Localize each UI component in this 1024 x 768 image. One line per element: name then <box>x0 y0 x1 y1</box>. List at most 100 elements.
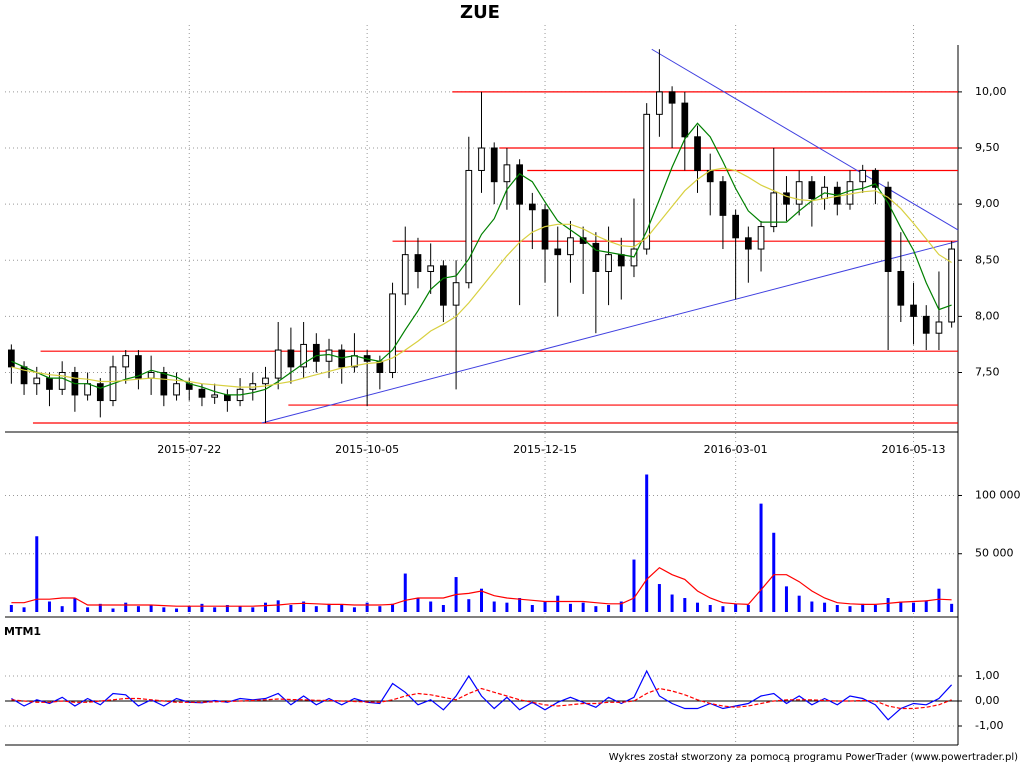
candle-body <box>732 214 739 239</box>
bar <box>47 601 51 612</box>
bar <box>60 606 64 612</box>
candle-body <box>211 394 219 398</box>
bar <box>136 606 140 612</box>
candle-body <box>198 388 206 398</box>
candle-body <box>389 293 396 373</box>
bar <box>823 602 827 612</box>
bar <box>302 601 306 612</box>
bar <box>810 601 814 612</box>
bar <box>352 607 356 612</box>
bar <box>886 598 890 612</box>
bar <box>35 536 39 612</box>
bar <box>276 600 280 612</box>
candle-body <box>287 349 295 368</box>
candle-body <box>681 102 689 138</box>
bar <box>9 605 13 612</box>
candle-body <box>592 242 600 272</box>
bar <box>327 603 331 612</box>
bar <box>340 605 344 612</box>
bar <box>759 503 763 612</box>
bar <box>378 606 382 612</box>
bar <box>22 607 26 612</box>
candle-body <box>122 355 130 368</box>
candle-body <box>274 349 282 379</box>
bar <box>632 559 636 612</box>
bar <box>238 606 242 612</box>
candle-body <box>490 147 498 183</box>
x-tick-label: 2015-10-05 <box>335 443 399 456</box>
bar <box>734 603 738 612</box>
bar <box>683 598 687 612</box>
panel-title: MTM1 <box>4 625 41 638</box>
candle-body <box>173 383 180 396</box>
bar <box>200 603 204 612</box>
candle-body <box>147 371 155 379</box>
bar <box>924 600 928 612</box>
bar <box>797 595 801 612</box>
line-series <box>11 669 953 721</box>
candle-body <box>503 164 511 183</box>
bar <box>518 598 522 612</box>
bar <box>848 606 852 612</box>
candle-body <box>312 343 320 362</box>
bar <box>594 606 598 612</box>
bar <box>772 532 776 612</box>
candle-body <box>96 383 104 402</box>
bar <box>467 599 471 612</box>
bar <box>111 608 115 612</box>
footer: Wykres został stworzony za pomocą progra… <box>609 752 1018 763</box>
bar <box>98 603 102 612</box>
candle-body <box>300 343 307 368</box>
bar <box>314 606 318 612</box>
bar <box>607 605 611 612</box>
y-tick-label: 1,00 <box>975 669 1000 682</box>
bar <box>708 605 712 612</box>
bar <box>429 601 433 612</box>
candle-body <box>427 265 435 272</box>
bar <box>162 607 166 612</box>
candle-body <box>541 209 549 250</box>
candle-body <box>897 270 905 306</box>
candle-body <box>224 394 231 402</box>
y-tick-label: 8,00 <box>975 309 1000 322</box>
bar <box>950 603 954 612</box>
bar <box>492 601 496 612</box>
y-tick-label: 7,50 <box>975 365 1000 378</box>
candle-body <box>7 349 15 368</box>
candle-body <box>935 321 943 334</box>
y-tick-label: 0,00 <box>975 694 1000 707</box>
candle-body <box>401 254 409 295</box>
y-tick-label: 8,50 <box>975 253 1000 266</box>
candle-body <box>528 203 536 211</box>
candle-body <box>567 237 574 256</box>
candle-body <box>795 181 803 205</box>
line-series <box>11 687 952 710</box>
bar <box>670 594 674 612</box>
bar <box>873 605 877 612</box>
bar <box>505 602 509 612</box>
bar <box>213 607 217 612</box>
bar <box>543 601 547 612</box>
candle-body <box>770 192 778 228</box>
x-tick-label: 2015-07-22 <box>157 443 221 456</box>
candle-body <box>617 254 625 267</box>
candle-body <box>668 91 676 104</box>
bar <box>124 602 128 612</box>
bar <box>441 605 445 612</box>
y-tick-label: 9,00 <box>975 197 1000 210</box>
bar <box>365 602 369 612</box>
candle-body <box>643 113 651 250</box>
candle-body <box>846 181 854 205</box>
bar <box>861 603 865 612</box>
candle-body <box>160 371 168 396</box>
bar <box>416 598 420 612</box>
y-tick-label: 100 000 <box>975 488 1021 501</box>
bar <box>619 601 623 612</box>
y-tick-label: 50 000 <box>975 547 1014 560</box>
candle-body <box>656 91 663 115</box>
candle-body <box>719 181 727 216</box>
x-tick-label: 2016-05-13 <box>882 443 946 456</box>
chart-title: ZUE <box>460 2 500 23</box>
candle-body <box>33 377 41 385</box>
